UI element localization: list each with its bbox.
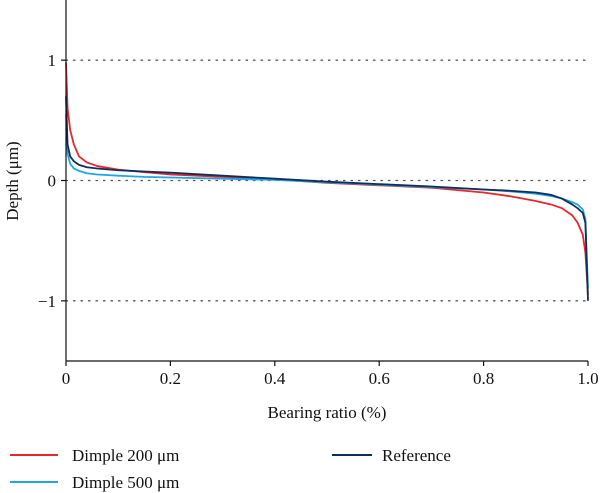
y-axis-label: Depth (μm) <box>3 141 22 220</box>
y-tick-label: 0 <box>48 172 57 191</box>
x-tick-label: 0.8 <box>473 369 494 388</box>
legend-entry-dimple-200: Dimple 200 μm <box>10 446 179 465</box>
y-tick-label: −1 <box>38 292 56 311</box>
x-axis-label: Bearing ratio (%) <box>268 403 387 422</box>
y-ticks: 1 0 −1 <box>38 51 66 311</box>
legend-entry-reference: Reference <box>332 446 451 465</box>
x-tick-label: 1.0 <box>577 369 598 388</box>
x-tick-label: 0 <box>62 369 71 388</box>
x-tick-label: 0.4 <box>264 369 286 388</box>
series-line-0 <box>65 62 589 295</box>
x-tick-label: 0.6 <box>369 369 390 388</box>
series-line-1 <box>65 114 589 289</box>
series-line-2 <box>65 96 589 301</box>
legend-label-dimple-500: Dimple 500 μm <box>72 473 179 492</box>
x-ticks: 0 0.2 0.4 0.6 0.8 1.0 <box>62 361 599 388</box>
y-tick-label: 1 <box>48 51 57 70</box>
series-lines <box>65 62 589 301</box>
x-tick-label: 0.2 <box>160 369 181 388</box>
reference-lines <box>65 59 589 302</box>
legend-label-dimple-200: Dimple 200 μm <box>72 446 179 465</box>
legend-label-reference: Reference <box>382 446 451 465</box>
legend-entry-dimple-500: Dimple 500 μm <box>10 473 179 492</box>
legend: Dimple 200 μm Dimple 500 μm Reference <box>10 446 451 492</box>
